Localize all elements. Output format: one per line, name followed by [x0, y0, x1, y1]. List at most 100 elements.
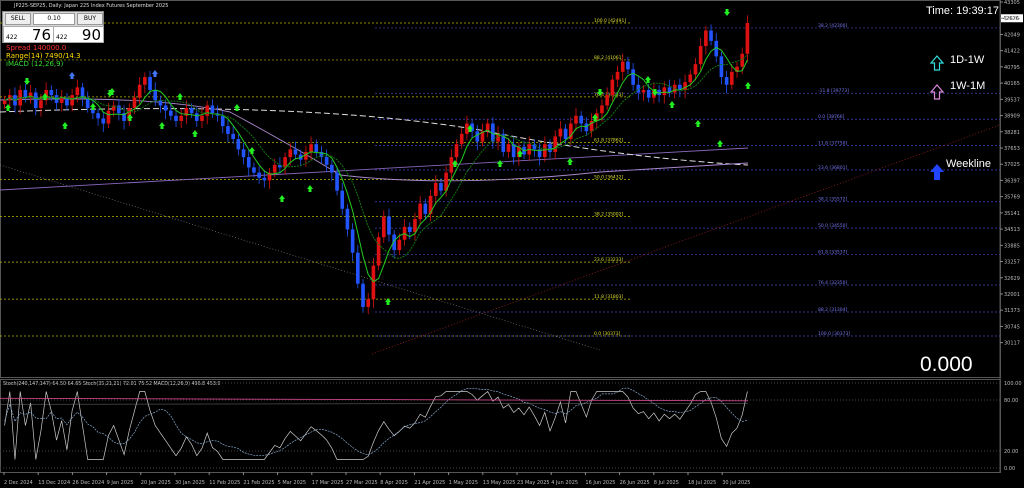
candle [33, 87, 38, 116]
candle [428, 189, 433, 222]
signal-arrow-down-icon [724, 9, 730, 16]
candle [117, 99, 121, 121]
y-tick-label: 42049 [1004, 32, 1020, 38]
candle-body [324, 157, 329, 165]
y-tick-label: 38281 [1004, 130, 1020, 136]
buy-button[interactable]: BUY [77, 13, 103, 25]
y-tick-label: 32001 [1004, 292, 1020, 298]
trend-line-purple [0, 147, 749, 191]
candle [127, 103, 132, 126]
candle [137, 77, 142, 105]
candle-body [39, 100, 43, 109]
signal-arrow-up-icon [159, 122, 165, 129]
candle [589, 113, 594, 138]
candle-body [361, 283, 365, 307]
signal-1d-1w: 1D-1W [950, 54, 985, 66]
candle-body [641, 89, 646, 93]
candle [496, 126, 500, 151]
fib-level-label: 0.0 [30373] [594, 331, 621, 337]
x-tick-label: 13 Dec 2024 [38, 480, 70, 486]
signal-arrow-up-icon [177, 93, 183, 100]
candle [402, 219, 407, 246]
y-tick-label: 37025 [1004, 162, 1020, 168]
candle-body [537, 149, 542, 158]
candle-body [485, 123, 490, 132]
x-tick-label: 8 Jul 2025 [654, 480, 679, 486]
y-tick-label: 37653 [1004, 146, 1020, 152]
candle [709, 24, 713, 46]
candle [433, 175, 438, 205]
candle-body [106, 110, 111, 124]
y-tick-label: 30745 [1004, 324, 1020, 330]
y-tick-label: 39537 [1004, 97, 1020, 103]
signal-arrow-up-icon [497, 160, 503, 167]
candle-body [636, 84, 641, 93]
candle [449, 149, 454, 180]
candle-body [184, 108, 189, 116]
candle [158, 95, 163, 113]
candle-body [475, 131, 480, 142]
x-tick-label: 1 May 2025 [449, 480, 478, 486]
candle-body [662, 87, 667, 96]
buy-price-box[interactable]: 422 90 [53, 26, 104, 44]
candle [511, 136, 516, 165]
candle [532, 139, 537, 157]
candle-body [719, 56, 724, 78]
oscillator-tick-label: 80.00 [1004, 398, 1018, 404]
x-tick-label: 21 Apr 2025 [414, 480, 445, 486]
fib-level-label: 76.4 [32350] [818, 280, 848, 286]
candle [257, 166, 261, 184]
candle-body [423, 203, 428, 214]
candle [641, 85, 646, 102]
sell-price-box[interactable]: 422 76 [3, 26, 54, 44]
current-price-marker [1001, 14, 1023, 23]
signal-1w-1m: 1W-1M [950, 80, 986, 92]
candle [226, 119, 230, 143]
candle-body [33, 92, 38, 109]
candle [70, 88, 74, 112]
fib-level-label: 88.2 [31304] [818, 307, 848, 313]
candle [350, 223, 355, 262]
sell-price-prefix: 422 [6, 34, 18, 41]
candle [423, 198, 428, 220]
candle-body [278, 164, 282, 168]
candle-body [49, 89, 54, 96]
fib-level-label: 38.2 [35572] [818, 197, 848, 203]
candle-body [236, 139, 241, 150]
candle-body [283, 157, 287, 168]
candle-body [59, 97, 64, 103]
candle-body [122, 113, 126, 121]
lot-size-input[interactable]: 0.10 [33, 13, 75, 25]
candle-body [449, 157, 454, 173]
signal-arrow-down-icon [107, 90, 113, 97]
fib-level-label: 23.6 [33233] [594, 257, 624, 263]
candle [106, 102, 111, 129]
candle [387, 208, 391, 242]
candle-body [80, 87, 85, 98]
candle-body [137, 84, 142, 98]
y-tick-label: 34513 [1004, 227, 1020, 233]
oscillator-frame [0, 379, 1001, 473]
candle-body [605, 95, 609, 106]
buy-price-pips: 90 [81, 26, 101, 44]
sell-button[interactable]: SELL [5, 13, 31, 25]
fib-level-label: 50.0 [36432] [594, 175, 624, 181]
candle-body [174, 115, 178, 121]
candle-body [407, 226, 412, 233]
candle-body [589, 120, 594, 132]
macd-label: iMACD (12,26,9) [6, 60, 64, 68]
candle-body [574, 115, 578, 124]
signal-arrow-up-icon [517, 150, 523, 157]
y-tick-label: 40165 [1004, 81, 1020, 87]
x-tick-label: 11 Feb 2025 [209, 480, 240, 486]
candle-body [558, 128, 563, 137]
signal-arrow-up-icon [62, 122, 68, 129]
candle [319, 145, 324, 164]
indicator-value: 0.000 [920, 353, 973, 376]
candle-body [220, 115, 225, 127]
candle [631, 63, 635, 91]
macd-signal-line [0, 403, 749, 405]
candle [615, 65, 620, 87]
fib-level-label: 61.8 [37862] [594, 138, 624, 144]
